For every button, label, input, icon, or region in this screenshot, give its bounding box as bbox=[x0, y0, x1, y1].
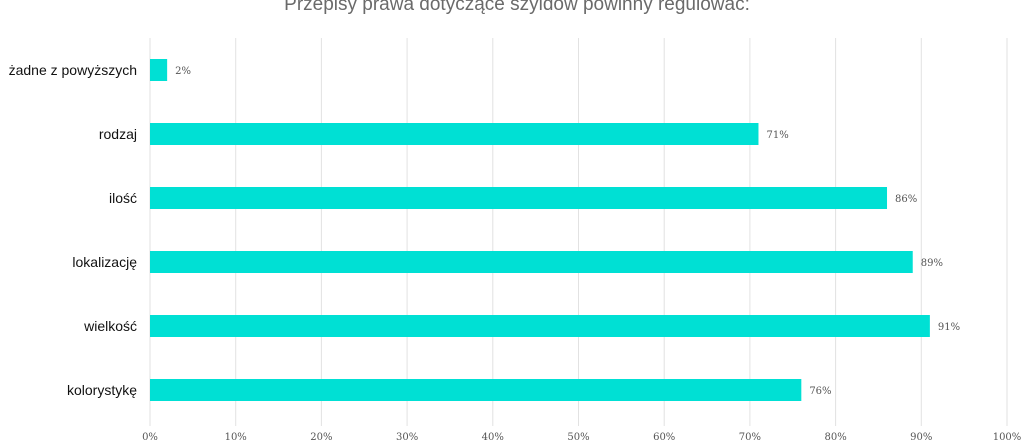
bar bbox=[150, 251, 913, 273]
x-tick-label: 70% bbox=[739, 432, 761, 442]
bar bbox=[150, 315, 930, 337]
x-tick-label: 80% bbox=[824, 432, 846, 442]
x-tick-label: 10% bbox=[225, 432, 247, 442]
x-tick-label: 50% bbox=[567, 432, 589, 442]
x-tick-label: 40% bbox=[482, 432, 504, 442]
value-label: 71% bbox=[766, 130, 788, 141]
chart-title: Przepisy prawa dotyczące szyldów powinny… bbox=[284, 0, 750, 15]
bar bbox=[150, 187, 888, 209]
category-label: rodzaj bbox=[99, 126, 137, 142]
category-label: kolorystykę bbox=[67, 382, 137, 398]
x-tick-label: 90% bbox=[910, 432, 932, 442]
x-tick-label: 0% bbox=[142, 432, 158, 442]
bar bbox=[150, 379, 802, 401]
x-tick-label: 20% bbox=[310, 432, 332, 442]
category-label: żadne z powyższych bbox=[9, 62, 137, 78]
value-label: 2% bbox=[175, 66, 191, 77]
value-label: 86% bbox=[895, 194, 917, 205]
x-tick-label: 100% bbox=[993, 432, 1022, 442]
category-label: ilość bbox=[109, 190, 137, 206]
bars bbox=[150, 59, 930, 401]
category-label: wielkość bbox=[83, 318, 137, 334]
value-label: 76% bbox=[809, 386, 831, 397]
x-tick-label: 60% bbox=[653, 432, 675, 442]
labels: 0% 10% 20% 30% 40% 50% 60% 70% 80% 90% 100% żadne z… bbox=[9, 62, 1022, 442]
value-label: 89% bbox=[921, 258, 943, 269]
grid-lines bbox=[149, 38, 1008, 426]
value-label: 91% bbox=[938, 322, 960, 333]
bar bbox=[150, 123, 759, 145]
x-tick-label: 30% bbox=[396, 432, 418, 442]
category-label: lokalizację bbox=[72, 254, 137, 270]
bar bbox=[150, 59, 168, 81]
